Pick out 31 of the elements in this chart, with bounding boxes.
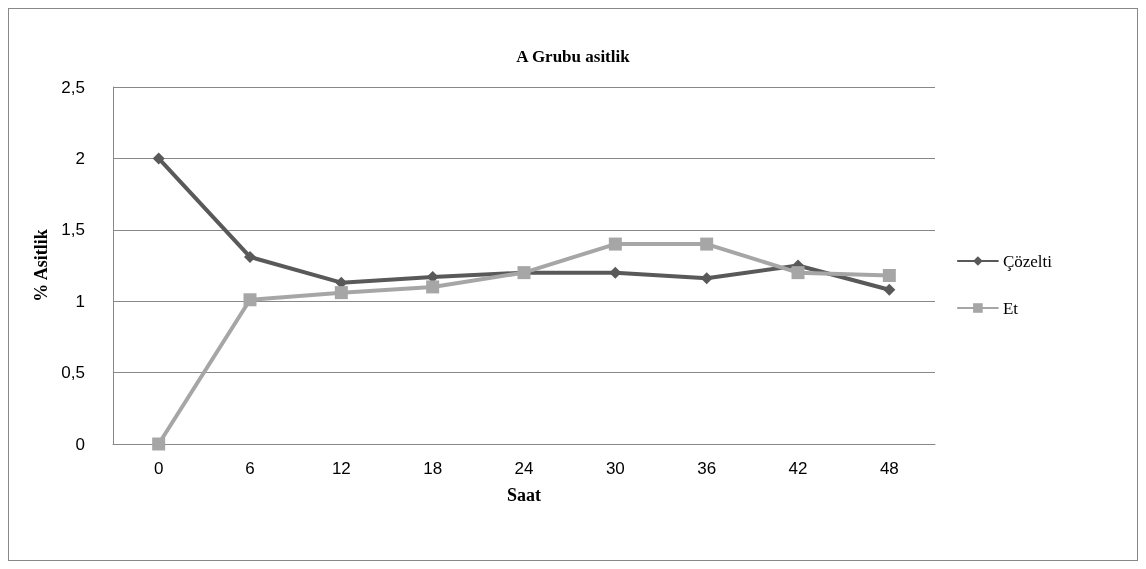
point bbox=[882, 269, 896, 282]
point bbox=[243, 293, 257, 307]
x-tick-label: 6 bbox=[245, 459, 255, 478]
y-tick-label: 2,5 bbox=[61, 77, 85, 97]
x-tick-label: 18 bbox=[423, 459, 443, 478]
x-tick-label: 24 bbox=[514, 459, 534, 478]
chart-title: A Grubu asitlik bbox=[516, 47, 631, 66]
x-tick-label: 12 bbox=[331, 459, 351, 478]
x-axis-title: Saat bbox=[506, 485, 542, 505]
x-tick-label: 0 bbox=[153, 459, 164, 478]
x-tick-label: 30 bbox=[605, 459, 625, 478]
x-tick-label: 48 bbox=[879, 459, 899, 478]
point bbox=[700, 237, 714, 251]
x-tick-label: 36 bbox=[697, 459, 717, 478]
point bbox=[426, 280, 440, 294]
point bbox=[608, 237, 622, 251]
point bbox=[152, 152, 165, 165]
y-tick-label: 2 bbox=[75, 148, 85, 168]
y-tick-label: 0 bbox=[75, 434, 85, 454]
y-tick-label: 1 bbox=[75, 291, 85, 311]
y-tick-label: 1,5 bbox=[61, 220, 85, 240]
y-axis-title: % Asitlik bbox=[31, 229, 52, 302]
point bbox=[334, 286, 348, 300]
point bbox=[244, 250, 256, 263]
y-tick-label: 0,5 bbox=[61, 363, 85, 383]
legend-label: Çözelti bbox=[1002, 251, 1053, 271]
point bbox=[152, 437, 166, 451]
legend-label: Et bbox=[1002, 298, 1019, 318]
point bbox=[791, 266, 805, 280]
x-tick-label: 42 bbox=[788, 459, 808, 478]
point bbox=[883, 283, 896, 296]
